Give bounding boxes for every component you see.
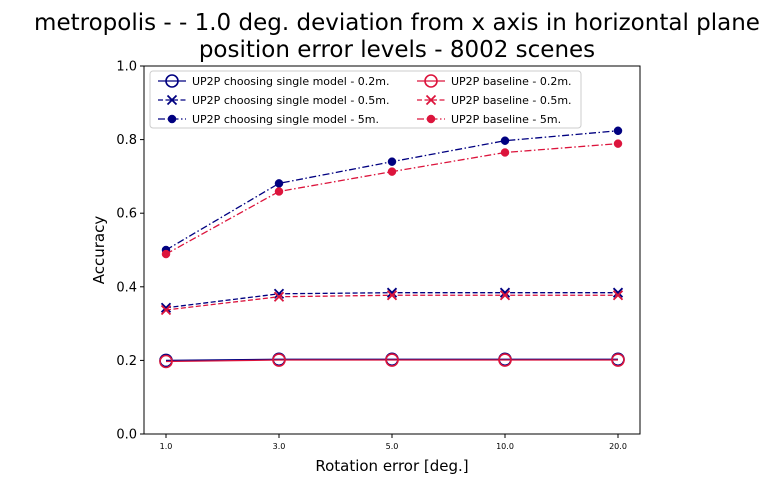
- series-line: [166, 131, 618, 250]
- x-axis-label: Rotation error [deg.]: [315, 457, 468, 475]
- data-point: [162, 250, 170, 258]
- data-point: [614, 127, 622, 135]
- data-point: [275, 179, 283, 187]
- legend-marker: [427, 115, 435, 123]
- series-line: [166, 360, 618, 361]
- data-point: [388, 168, 396, 176]
- legend-entry-3: UP2P choosing single model - 5m.: [158, 113, 379, 126]
- series-2: [162, 288, 623, 312]
- x-tick-label: 10.0: [496, 442, 514, 451]
- chart-title-line-1: metropolis - - 1.0 deg. deviation from x…: [34, 10, 760, 36]
- y-tick-label: 0.4: [116, 280, 137, 295]
- legend-entry-2: UP2P choosing single model - 0.5m.: [158, 94, 390, 107]
- series-line: [166, 295, 618, 310]
- legend-label: UP2P baseline - 0.2m.: [451, 75, 572, 88]
- legend-label: UP2P baseline - 0.5m.: [451, 94, 572, 107]
- x-tick-label: 20.0: [609, 442, 627, 451]
- y-axis-label: Accuracy: [90, 216, 108, 285]
- data-point: [614, 140, 622, 148]
- series-3: [162, 127, 622, 254]
- legend-label: UP2P choosing single model - 0.2m.: [192, 75, 390, 88]
- y-tick-label: 0.0: [116, 428, 137, 443]
- data-point: [388, 158, 396, 166]
- legend-label: UP2P baseline - 5m.: [451, 113, 561, 126]
- y-tick-label: 0.6: [116, 207, 137, 222]
- legend-marker: [168, 115, 176, 123]
- legend: UP2P choosing single model - 0.2m. UP2P c…: [150, 71, 581, 128]
- x-tick-label: 5.0: [386, 442, 399, 451]
- legend-entry-1: UP2P choosing single model - 0.2m.: [158, 75, 390, 88]
- series-5: [162, 291, 623, 315]
- series-4: [160, 354, 624, 367]
- y-tick-label: 0.2: [116, 354, 137, 369]
- legend-label: UP2P choosing single model - 0.5m.: [192, 94, 390, 107]
- data-point: [501, 148, 509, 156]
- series-6: [162, 140, 622, 258]
- data-point: [275, 187, 283, 195]
- y-tick-label: 1.0: [116, 60, 137, 75]
- legend-label: UP2P choosing single model - 5m.: [192, 113, 379, 126]
- x-tick-label: 3.0: [273, 442, 286, 451]
- chart-title-line-2: position error levels - 8002 scenes: [199, 37, 595, 63]
- y-tick-label: 0.8: [116, 133, 137, 148]
- x-tick-label: 1.0: [160, 442, 173, 451]
- data-point: [501, 137, 509, 145]
